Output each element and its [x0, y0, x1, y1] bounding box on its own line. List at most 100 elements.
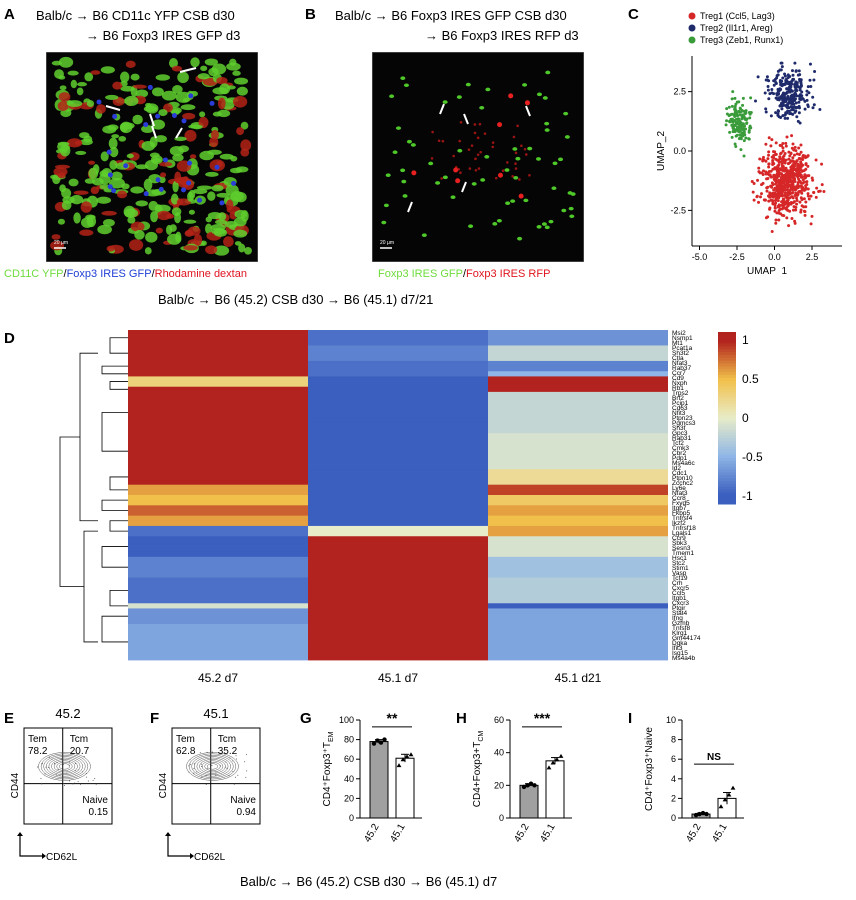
- data-point: [722, 797, 728, 802]
- scatter-point: [776, 69, 780, 73]
- heatmap-cell: [128, 407, 308, 413]
- scatter-point: [783, 183, 787, 187]
- scatter-point: [752, 182, 756, 186]
- y-axis-label: CD4⁺Foxp3⁺TEM: [322, 731, 335, 806]
- scatter-point: [781, 93, 785, 97]
- cell-blob: [240, 121, 249, 130]
- scatter-point: [769, 144, 773, 148]
- caption-part: /: [462, 268, 467, 280]
- cell-blob: [389, 94, 395, 99]
- colorbar-segment: [718, 461, 736, 465]
- scatter-point: [795, 152, 799, 156]
- data-point: [726, 792, 732, 797]
- scatter-point: [788, 190, 792, 194]
- heatmap-cell: [488, 567, 668, 573]
- cell-blob: [106, 245, 115, 252]
- panel-letter-d: D: [4, 330, 15, 347]
- heatmap-cell: [128, 510, 308, 517]
- heatmap-cell: [128, 464, 308, 470]
- contour-dot: [193, 772, 195, 774]
- scatter-point: [795, 202, 799, 206]
- column-label: 45.1 d21: [555, 671, 602, 685]
- cell-blob: [124, 95, 139, 107]
- gene-label: Cxcr5: [672, 585, 689, 592]
- scatter-point: [795, 193, 799, 197]
- cell-blob: [240, 139, 252, 152]
- cell-blob: [107, 124, 119, 131]
- cell-blob: [456, 95, 462, 99]
- significance-label: **: [387, 710, 398, 726]
- panel-letter-a: A: [4, 6, 15, 23]
- heatmap-cell: [308, 458, 488, 465]
- heatmap-cell: [488, 417, 668, 424]
- colorbar-segment: [718, 340, 736, 344]
- cell-blob: [116, 190, 128, 199]
- cell-blob: [468, 224, 474, 229]
- scatter-point: [790, 184, 794, 188]
- contour-dot: [81, 771, 83, 773]
- scatter-point: [791, 73, 795, 77]
- cell-blob: [99, 183, 111, 190]
- contour-dot: [215, 774, 217, 776]
- scatter-point: [807, 91, 811, 95]
- colorbar-segment: [718, 375, 736, 379]
- cell-blob: [197, 73, 210, 80]
- cell-blob: [511, 174, 514, 178]
- x-tick-label: 45.2: [362, 822, 381, 845]
- colorbar-segment: [718, 486, 736, 491]
- gene-label: Mt1: [672, 340, 683, 347]
- cell-blob: [190, 57, 200, 68]
- scatter-point: [799, 175, 803, 179]
- scatter-point: [791, 208, 795, 212]
- heatmap-cell: [488, 644, 668, 651]
- scatter-point: [792, 94, 796, 98]
- cell-blob: [97, 224, 112, 235]
- heatmap-cell: [128, 634, 308, 640]
- gene-label: Stim1: [672, 565, 689, 572]
- scatter-point: [773, 78, 777, 82]
- heatmap-cell: [128, 458, 308, 465]
- heatmap-cell: [488, 448, 668, 455]
- contour-dot: [215, 772, 217, 774]
- contour-line: [204, 761, 221, 771]
- x-tick-label: 2.5: [806, 252, 819, 262]
- scatter-point: [761, 158, 765, 162]
- cell-blob: [474, 157, 477, 161]
- contour-line: [38, 752, 91, 781]
- scatter-point: [775, 184, 779, 188]
- scatter-point: [803, 213, 807, 217]
- heatmap-cell: [308, 453, 488, 460]
- cell-blob: [109, 177, 125, 189]
- contour-dot: [56, 761, 58, 763]
- heatmap-cell: [128, 402, 308, 408]
- contour-dot: [232, 760, 234, 762]
- scatter-point: [756, 178, 760, 182]
- scatter-point: [796, 163, 800, 167]
- gene-label: Sh3t2: [672, 350, 689, 357]
- contour-dot: [188, 765, 190, 767]
- heatmap-cell: [128, 438, 308, 444]
- cell-blob: [120, 122, 129, 133]
- scatter-point: [795, 115, 799, 119]
- contour-dot: [60, 758, 62, 760]
- scatter-point: [741, 134, 745, 138]
- contour-line: [194, 756, 231, 777]
- scatter-point: [806, 103, 810, 107]
- cell-blob: [155, 74, 171, 81]
- cell-blob: [230, 167, 243, 174]
- heatmap-cell: [308, 376, 488, 382]
- scatter-point: [787, 224, 791, 228]
- scatter-point: [769, 198, 773, 202]
- scatter-point: [814, 158, 818, 162]
- scatter-point: [783, 116, 787, 120]
- y-tick-label: 10: [666, 715, 676, 725]
- cell-blob: [214, 164, 220, 170]
- heatmap-cell: [488, 587, 668, 594]
- cell-blob: [70, 194, 84, 205]
- scatter-point: [797, 146, 801, 150]
- y-tick-label: 6: [671, 754, 676, 764]
- scatter-point: [770, 185, 774, 189]
- scatter-point: [786, 82, 790, 86]
- scatter-point: [768, 206, 772, 210]
